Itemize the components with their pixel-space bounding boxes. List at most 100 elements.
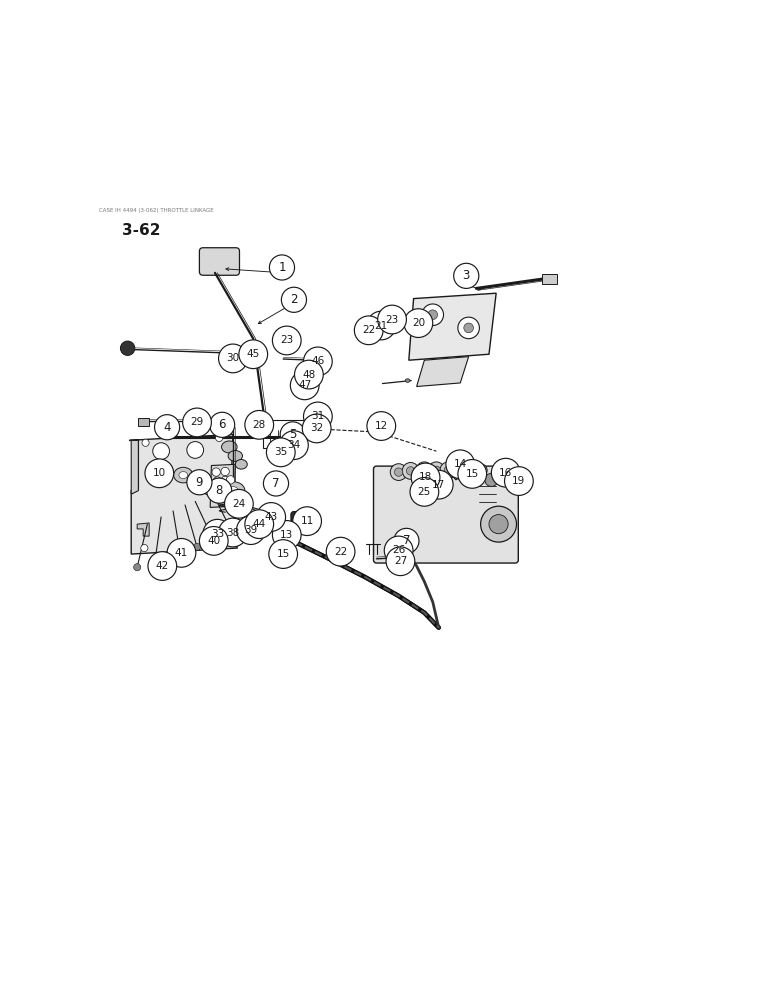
Text: 22: 22: [334, 547, 347, 557]
Text: 17: 17: [432, 480, 445, 490]
Text: 18: 18: [419, 472, 432, 482]
Circle shape: [177, 550, 184, 558]
Text: 4: 4: [164, 421, 171, 434]
Text: 8: 8: [215, 484, 223, 497]
Circle shape: [295, 360, 323, 389]
Circle shape: [257, 503, 286, 531]
Polygon shape: [137, 523, 149, 536]
Ellipse shape: [313, 422, 323, 428]
Circle shape: [221, 467, 229, 476]
Circle shape: [492, 458, 520, 487]
Text: 25: 25: [418, 487, 431, 497]
Circle shape: [454, 263, 479, 288]
Circle shape: [432, 466, 441, 474]
Circle shape: [221, 476, 229, 485]
Text: 1: 1: [278, 261, 286, 274]
Text: 2: 2: [290, 293, 298, 306]
Circle shape: [120, 341, 135, 355]
Circle shape: [420, 466, 428, 474]
Circle shape: [367, 412, 396, 440]
Polygon shape: [239, 351, 253, 360]
Circle shape: [154, 415, 180, 440]
Text: 20: 20: [411, 318, 425, 328]
Text: 21: 21: [374, 321, 388, 331]
Circle shape: [266, 438, 295, 467]
Circle shape: [287, 530, 300, 543]
Circle shape: [303, 414, 331, 443]
Text: 3-62: 3-62: [122, 223, 160, 238]
Ellipse shape: [269, 478, 280, 486]
Circle shape: [239, 340, 268, 369]
Text: 39: 39: [244, 525, 258, 535]
Text: CASE IH 4494 (3-062) THROTTLE LINKAGE: CASE IH 4494 (3-062) THROTTLE LINKAGE: [100, 208, 214, 213]
Ellipse shape: [364, 325, 369, 329]
Circle shape: [505, 467, 533, 495]
Polygon shape: [417, 357, 469, 387]
Circle shape: [218, 344, 247, 373]
Circle shape: [394, 468, 403, 476]
Circle shape: [245, 510, 273, 539]
Circle shape: [255, 519, 262, 527]
Ellipse shape: [191, 474, 211, 488]
Circle shape: [354, 316, 383, 345]
Circle shape: [209, 536, 217, 543]
Circle shape: [279, 431, 308, 460]
Text: 11: 11: [300, 516, 313, 526]
Circle shape: [212, 468, 220, 476]
Circle shape: [446, 450, 475, 479]
Text: 35: 35: [274, 447, 287, 457]
Text: 30: 30: [226, 353, 239, 363]
Polygon shape: [130, 434, 239, 554]
Circle shape: [209, 412, 235, 437]
Text: 42: 42: [156, 561, 169, 571]
Text: 43: 43: [265, 512, 278, 522]
Circle shape: [183, 408, 212, 437]
Ellipse shape: [201, 481, 221, 495]
Circle shape: [406, 467, 415, 475]
Ellipse shape: [369, 317, 374, 322]
Circle shape: [194, 543, 201, 550]
Circle shape: [148, 552, 177, 580]
Circle shape: [263, 471, 289, 496]
Ellipse shape: [179, 472, 188, 479]
Text: 12: 12: [374, 421, 388, 431]
Circle shape: [218, 540, 225, 547]
Text: 19: 19: [513, 476, 526, 486]
Circle shape: [290, 371, 319, 400]
Circle shape: [485, 473, 498, 486]
Text: 3: 3: [462, 269, 470, 282]
Circle shape: [481, 506, 516, 542]
Ellipse shape: [396, 324, 404, 329]
Text: 23: 23: [385, 315, 398, 325]
Ellipse shape: [207, 485, 215, 491]
Circle shape: [225, 489, 253, 518]
Text: 10: 10: [153, 468, 166, 478]
Ellipse shape: [425, 478, 434, 484]
Text: 26: 26: [392, 545, 405, 555]
Circle shape: [384, 536, 413, 565]
Circle shape: [145, 459, 174, 488]
Text: 32: 32: [310, 423, 323, 433]
Circle shape: [151, 556, 159, 564]
Circle shape: [199, 527, 229, 555]
Circle shape: [215, 486, 223, 495]
Ellipse shape: [222, 441, 237, 453]
Circle shape: [293, 507, 321, 536]
Circle shape: [414, 481, 428, 495]
Circle shape: [187, 442, 204, 458]
Circle shape: [468, 468, 476, 476]
Ellipse shape: [400, 535, 411, 542]
Circle shape: [281, 287, 306, 312]
Circle shape: [142, 439, 149, 446]
Text: 22: 22: [362, 325, 375, 335]
Text: 13: 13: [280, 530, 293, 540]
Ellipse shape: [197, 478, 205, 484]
Ellipse shape: [316, 423, 320, 426]
Text: 34: 34: [287, 440, 300, 450]
Circle shape: [404, 309, 433, 337]
Circle shape: [386, 547, 415, 576]
Circle shape: [422, 304, 444, 326]
Circle shape: [167, 539, 196, 567]
Circle shape: [452, 463, 469, 479]
Circle shape: [263, 513, 271, 521]
